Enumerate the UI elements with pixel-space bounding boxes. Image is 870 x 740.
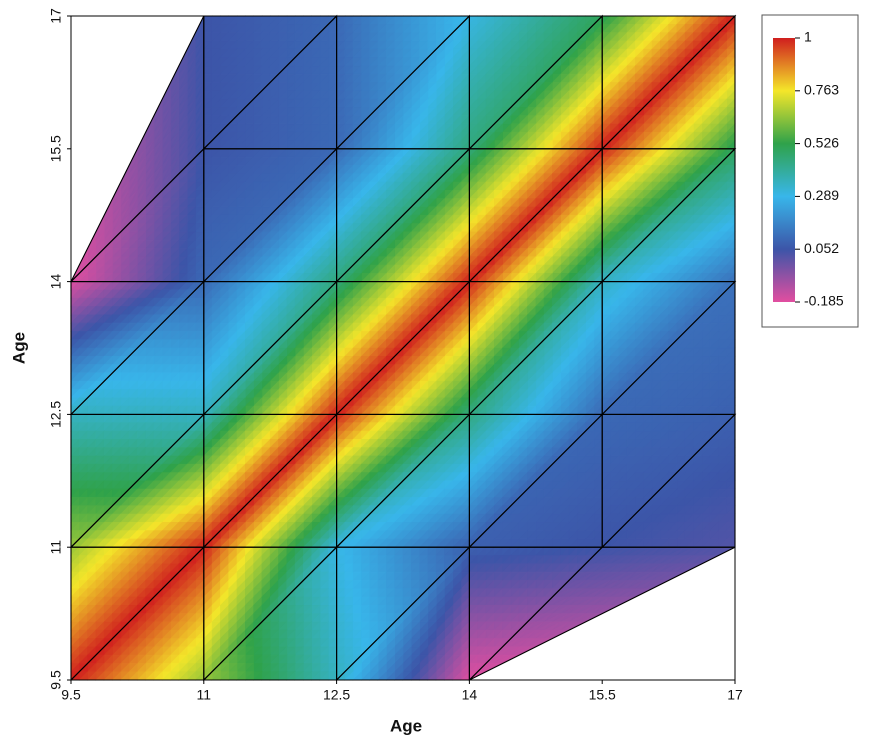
y-axis-title: Age [9,332,28,364]
x-axis-title: Age [390,716,422,735]
